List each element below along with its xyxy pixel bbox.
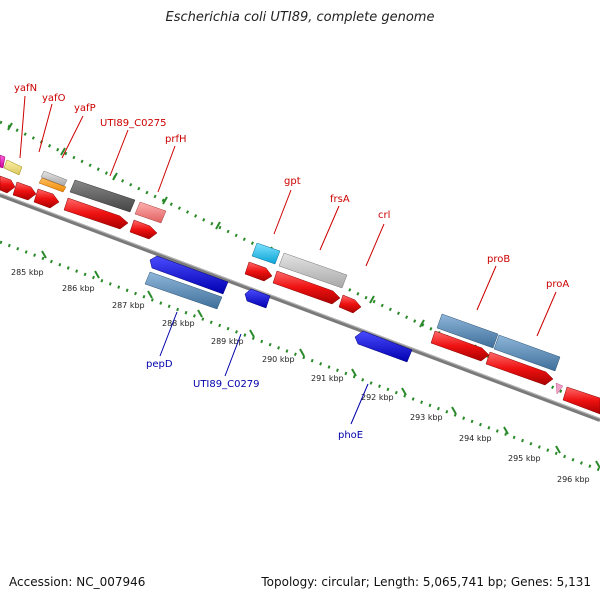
inner-tick-track xyxy=(0,240,600,472)
gene-feature-steel-1 xyxy=(436,313,499,349)
gene-label-crl: crl xyxy=(378,210,390,221)
gene-arrow-forward xyxy=(12,181,37,201)
topology-text: Topology: circular; Length: 5,065,741 bp… xyxy=(261,575,591,589)
kbp-label: 290 kbp xyxy=(262,355,295,364)
accession-text: Accession: NC_007946 xyxy=(9,575,146,589)
kbp-label: 294 kbp xyxy=(459,434,492,443)
gene-label-pepD: pepD xyxy=(146,359,173,370)
kbp-label: 296 kbp xyxy=(557,475,590,484)
gene-feature-magenta xyxy=(0,154,6,169)
gene-feature-yellow xyxy=(3,159,23,176)
kbp-label: 288 kbp xyxy=(162,319,195,328)
gene-arrow-forward xyxy=(33,188,60,209)
gene-label-gpt: gpt xyxy=(284,176,301,187)
gene-label-UTI89_C0279: UTI89_C0279 xyxy=(193,379,260,390)
gene-label-frsA: frsA xyxy=(330,194,350,205)
gene-arrow-reverse xyxy=(149,255,229,295)
gene-feature-steel-reverse xyxy=(144,271,223,310)
gene-label-yafN: yafN xyxy=(14,83,37,94)
gene-arrow-forward xyxy=(338,294,362,314)
gene-arrow-small-pink xyxy=(555,382,564,395)
reverse-leader-lines xyxy=(159,311,369,425)
forward-gene-labels: yafN yafO yafP UTI89_C0275 prfH gpt frsA… xyxy=(14,83,569,290)
kbp-label: 291 kbp xyxy=(311,374,344,383)
gene-arrow-forward xyxy=(0,175,16,194)
gene-label-proA: proA xyxy=(546,279,569,290)
gene-arrow-forward xyxy=(244,261,273,282)
gene-label-prfH: prfH xyxy=(165,134,187,145)
gene-label-UTI89_C0275: UTI89_C0275 xyxy=(100,118,167,129)
kbp-label: 286 kbp xyxy=(62,284,95,293)
kbp-label: 287 kbp xyxy=(112,301,145,310)
gene-label-yafP: yafP xyxy=(74,103,96,114)
gene-label-proB: proB xyxy=(487,254,510,265)
gene-feature-orange xyxy=(38,177,67,193)
genome-backbone xyxy=(0,193,600,422)
inner-major-ticks xyxy=(41,250,600,469)
kbp-label: 295 kbp xyxy=(508,454,541,463)
gene-arrow-forward xyxy=(129,219,158,240)
map-title: Escherichia coli UTI89, complete genome xyxy=(165,10,435,25)
gene-feature-light-gray xyxy=(278,252,348,289)
gene-label-yafO: yafO xyxy=(42,93,66,104)
kbp-label: 285 kbp xyxy=(11,268,44,277)
gene-arrow-forward xyxy=(562,386,600,415)
gene-arrow-reverse xyxy=(354,330,413,363)
reverse-gene-labels: pepD UTI89_C0279 phoE xyxy=(146,359,363,441)
forward-leader-lines xyxy=(19,95,557,337)
gene-feature-dark-gray xyxy=(69,179,136,213)
gene-arrow-reverse xyxy=(244,288,271,309)
gene-arrow-forward xyxy=(272,270,341,305)
gene-arrow-forward xyxy=(485,351,554,386)
kbp-label: 292 kbp xyxy=(361,393,394,402)
kbp-labels: 285 kbp 286 kbp 287 kbp 288 kbp 289 kbp … xyxy=(11,268,590,484)
gene-feature-steel-2 xyxy=(493,334,561,372)
gene-feature-pink xyxy=(134,201,167,224)
gene-arrow-forward xyxy=(430,330,490,362)
gene-feature-cyan xyxy=(251,242,281,265)
gene-arrow-forward xyxy=(63,197,129,230)
kbp-label: 289 kbp xyxy=(211,337,244,346)
backbone-highlight xyxy=(0,193,600,419)
forward-feature-track xyxy=(0,154,600,415)
reverse-feature-track xyxy=(144,255,413,363)
gene-label-phoE: phoE xyxy=(338,430,363,441)
kbp-label: 293 kbp xyxy=(410,413,443,422)
